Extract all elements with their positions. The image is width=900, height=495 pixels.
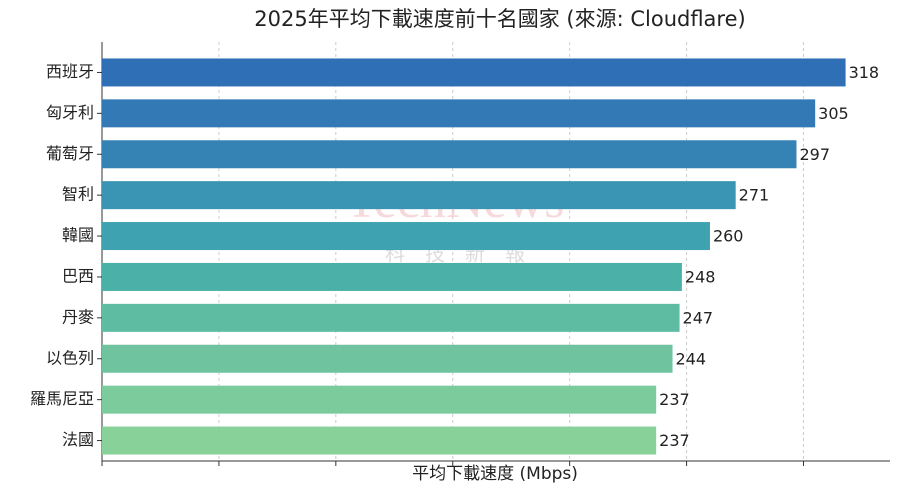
data-label: 237 — [659, 390, 690, 409]
bar — [102, 58, 846, 87]
bar — [102, 99, 816, 128]
bar — [102, 140, 797, 169]
y-tick-label: 以色列 — [46, 348, 94, 367]
data-label: 248 — [685, 267, 716, 286]
y-tick-label: 丹麥 — [62, 307, 94, 326]
data-label: 297 — [799, 145, 830, 164]
chart-title: 2025年平均下載速度前十名國家 (來源: Cloudflare) — [254, 7, 745, 31]
y-tick-label: 羅馬尼亞 — [30, 389, 94, 408]
y-tick-label: 西班牙 — [46, 62, 94, 81]
y-tick-label: 葡萄牙 — [46, 144, 94, 163]
y-tick-label: 巴西 — [62, 266, 94, 285]
bar — [102, 262, 682, 291]
data-label: 244 — [676, 349, 707, 368]
data-label: 237 — [659, 431, 690, 450]
data-label: 318 — [849, 63, 880, 82]
bar — [102, 181, 736, 210]
bar — [102, 385, 657, 414]
y-tick-label: 匈牙利 — [46, 103, 94, 122]
y-tick-label: 智利 — [62, 185, 94, 204]
bar — [102, 222, 710, 251]
x-axis-label: 平均下載速度 (Mbps) — [412, 464, 578, 484]
y-tick-label: 法國 — [62, 430, 94, 449]
data-label: 260 — [713, 227, 744, 246]
y-tick-label: 韓國 — [62, 226, 94, 245]
data-label: 271 — [739, 186, 770, 205]
bar — [102, 344, 673, 373]
bar — [102, 303, 680, 332]
data-label: 305 — [818, 104, 849, 123]
bar — [102, 426, 657, 455]
data-label: 247 — [683, 308, 714, 327]
